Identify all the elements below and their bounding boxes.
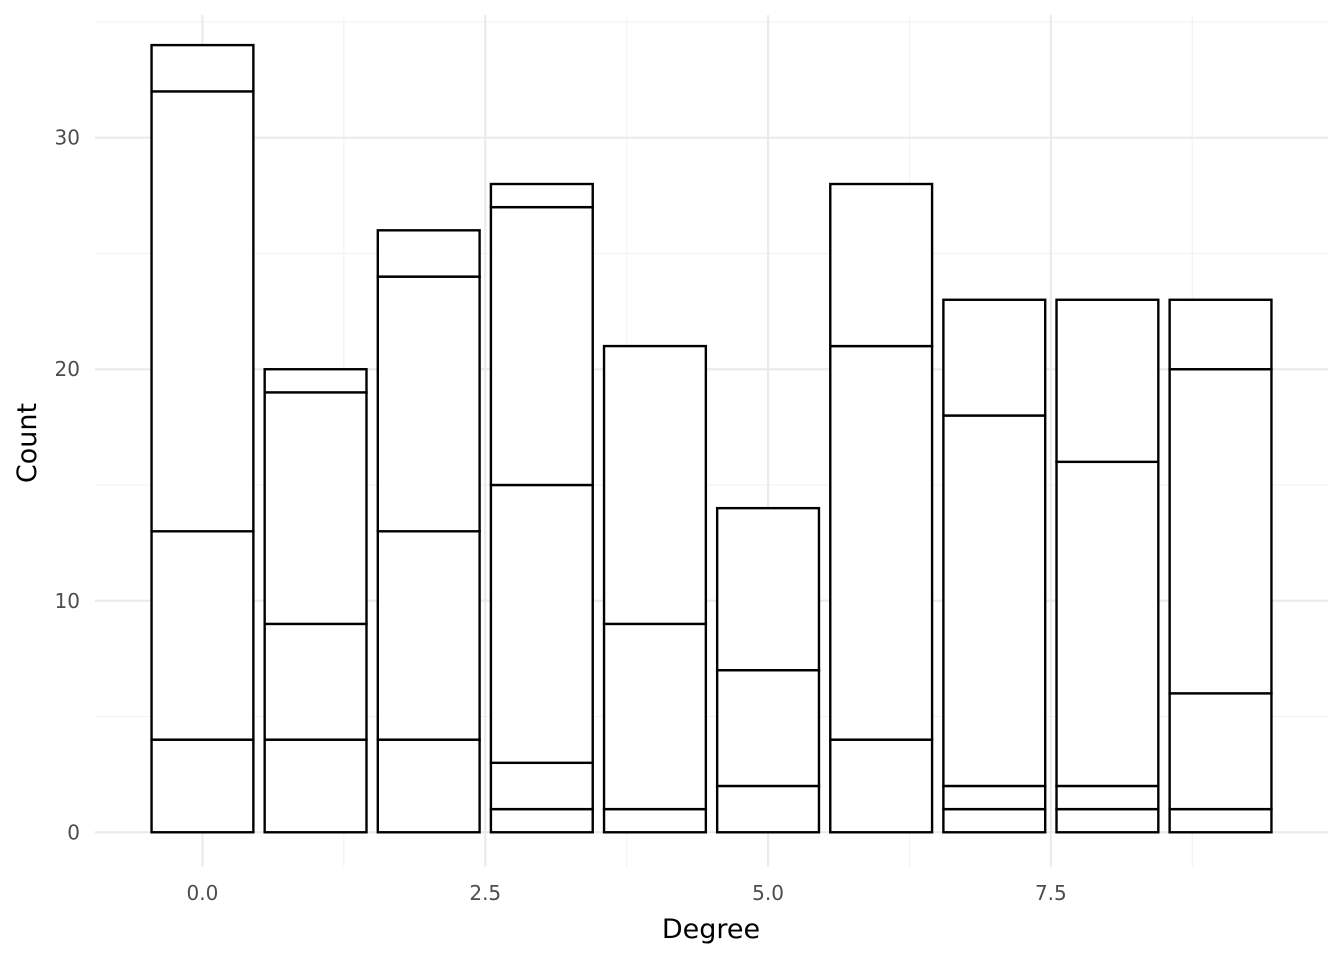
bar-stack: [942, 298, 1047, 834]
x-axis-title: Degree: [662, 914, 760, 945]
bar-stack: [715, 506, 821, 834]
bar-segment: [263, 391, 368, 626]
bar-segment: [602, 622, 708, 811]
y-tick-label: 10: [55, 589, 80, 613]
bar-stack: [602, 344, 708, 834]
bar-segment: [1055, 784, 1160, 811]
bar-segment: [376, 229, 481, 278]
bar-segment: [263, 738, 368, 834]
y-tick-label: 0: [67, 820, 80, 844]
bar-stack: [829, 182, 934, 834]
bar-segment: [150, 530, 255, 741]
bar-segment: [1168, 368, 1273, 695]
bar-segment: [715, 506, 821, 672]
bar-stack: [1168, 298, 1273, 834]
bars-layer: [150, 43, 1273, 834]
y-axis-title: Count: [12, 403, 43, 483]
bar-segment: [489, 807, 594, 834]
ticks-layer: 0.0 2.5 5.0 7.5 0 10 20 30: [55, 126, 1067, 905]
bar-segment: [1168, 692, 1273, 811]
bar-segment: [150, 738, 255, 834]
x-tick-label: 0.0: [187, 881, 219, 905]
bar-segment: [376, 530, 481, 741]
bar-stack: [263, 368, 368, 834]
bar-segment: [150, 90, 255, 533]
bar-segment: [263, 622, 368, 741]
bar-segment: [376, 275, 481, 533]
bar-segment: [829, 738, 934, 834]
bar-segment: [602, 807, 708, 834]
bar-segment: [1055, 298, 1160, 464]
bar-segment: [376, 738, 481, 834]
bar-segment: [715, 784, 821, 834]
bar-segment: [150, 43, 255, 93]
bar-segment: [489, 483, 594, 765]
y-tick-label: 30: [55, 126, 80, 150]
bar-segment: [942, 784, 1047, 811]
bar-segment: [942, 298, 1047, 417]
bar-stack: [376, 229, 481, 834]
bar-segment: [602, 344, 708, 626]
bar-segment: [263, 368, 368, 394]
bar-segment: [1055, 460, 1160, 788]
bar-segment: [942, 807, 1047, 834]
bar-stack: [489, 182, 594, 834]
bar-stack: [150, 43, 255, 834]
x-tick-label: 5.0: [752, 881, 784, 905]
bar-segment: [489, 205, 594, 487]
y-tick-label: 20: [55, 357, 80, 381]
bar-segment: [715, 669, 821, 788]
bar-segment: [1168, 807, 1273, 834]
bar-segment: [1168, 298, 1273, 371]
bar-segment: [829, 344, 934, 741]
x-tick-label: 2.5: [469, 881, 501, 905]
bar-segment: [942, 414, 1047, 788]
x-tick-label: 7.5: [1035, 881, 1067, 905]
bar-segment: [489, 182, 594, 209]
bar-stack: [1055, 298, 1160, 834]
bar-segment: [489, 761, 594, 811]
bar-segment: [829, 182, 934, 348]
bar-segment: [1055, 807, 1160, 834]
